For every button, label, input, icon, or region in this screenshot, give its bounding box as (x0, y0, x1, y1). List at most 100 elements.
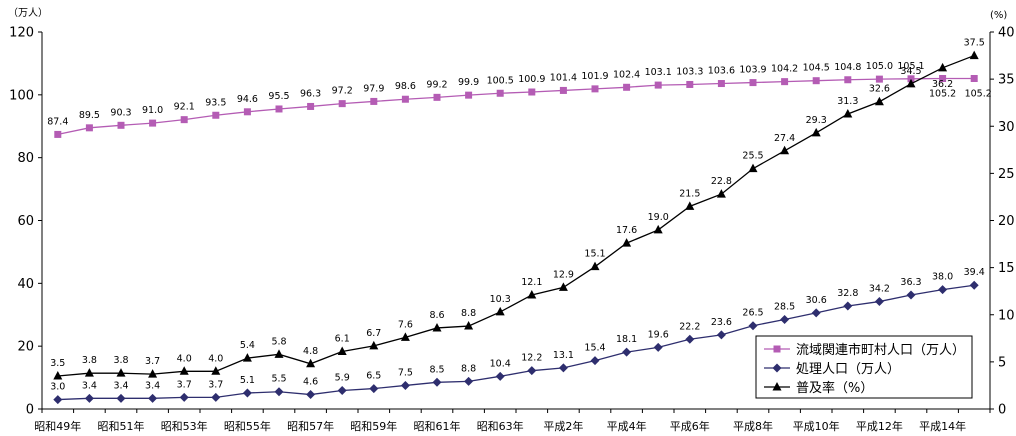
series-3-data-label: 37.5 (964, 38, 985, 49)
x-tick-label: 昭和55年 (224, 419, 271, 433)
series-3-point (148, 369, 158, 378)
data-labels: 87.4 89.5 90.3 91.0 92.1 93.5 94.6 95.5 96.3 97.2… (47, 38, 992, 393)
right-tick-label: 25 (998, 167, 1015, 182)
series-1-data-label: 97.9 (363, 83, 384, 94)
series-2-data-label: 3.7 (208, 379, 223, 390)
right-tick-label: 20 (998, 214, 1015, 229)
series-1-point (401, 95, 409, 103)
x-tick-label: 昭和57年 (287, 419, 334, 433)
series-3-point (622, 238, 632, 247)
series-1-point (907, 75, 915, 83)
series-3-point (558, 282, 568, 291)
series-3-data-label: 4.0 (177, 353, 192, 364)
series-1-point (844, 76, 852, 84)
series-2-point (337, 385, 347, 395)
series-3-data-label: 17.6 (616, 225, 637, 236)
series-1-data-label: 87.4 (47, 116, 68, 127)
x-tick-label: 昭和51年 (98, 419, 145, 433)
x-tick-label: 平成12年 (856, 419, 903, 433)
series-2-data-label: 19.6 (648, 329, 669, 340)
series-3-data-label: 6.7 (366, 328, 381, 339)
series-2-data-label: 3.4 (113, 380, 128, 391)
series-3-point (843, 108, 853, 118)
x-tick-label: 平成14年 (919, 419, 966, 433)
series-2-point (179, 392, 189, 402)
series-2-point (527, 366, 537, 376)
series-2-data-label: 13.1 (553, 350, 574, 361)
series-3-point (53, 371, 63, 380)
left-tick-label: 80 (17, 151, 34, 166)
series-2-point (211, 392, 221, 402)
series-2-data-label: 30.6 (806, 295, 827, 306)
series-1-data-label: 99.9 (458, 77, 479, 88)
series-2-data-label: 3.7 (177, 379, 192, 390)
series-3-data-label: 4.0 (208, 353, 223, 364)
series-3-point (590, 261, 600, 271)
series-1-point (180, 116, 188, 124)
series-1-data-label: 104.8 (834, 62, 861, 73)
series-1-data-label: 100.5 (487, 75, 514, 86)
series-3-data-label: 19.0 (648, 212, 669, 223)
series-3-data-label: 4.8 (303, 346, 318, 357)
series-2-point (400, 380, 410, 390)
series-2-point (306, 390, 316, 400)
series-3-data-label: 8.6 (429, 310, 444, 321)
series-1-data-label: 98.6 (395, 81, 416, 92)
x-tick-label: 平成4年 (607, 419, 647, 433)
x-tick-label: 平成2年 (543, 419, 583, 433)
series-3-point (969, 50, 979, 60)
series-1-data-label: 105.0 (866, 61, 893, 72)
series-3-data-label: 31.3 (837, 96, 858, 107)
series-1-data-label: 89.5 (79, 110, 100, 121)
series-1-point (496, 89, 504, 97)
series-1-point (970, 74, 978, 82)
series-1-data-label: 104.5 (803, 63, 830, 74)
series-3-point (495, 306, 505, 316)
series-2-point (780, 314, 790, 324)
legend-marker-3 (772, 382, 782, 391)
left-tick-label: 20 (17, 340, 34, 355)
series-1-data-label: 105.1 (897, 61, 924, 72)
series-2-point (369, 384, 379, 394)
series-3-data-label: 22.8 (711, 176, 732, 187)
series-3-point (780, 145, 790, 155)
left-axis-unit: （万人） (8, 7, 48, 19)
series-3-point (432, 322, 442, 332)
series-1-data-label: 94.6 (237, 94, 258, 105)
series-3-point (906, 78, 916, 88)
series-1-data-label: 104.2 (771, 64, 798, 75)
series-3-data-label: 3.7 (145, 356, 160, 367)
left-tick-label: 40 (17, 277, 34, 292)
right-tick-label: 30 (998, 120, 1015, 135)
left-tick-label: 100 (9, 88, 34, 103)
right-tick-label: 15 (998, 261, 1015, 276)
series-3-data-label: 12.9 (553, 269, 574, 280)
series-2-data-label: 26.5 (742, 308, 763, 319)
series-2-data-label: 18.1 (616, 334, 637, 345)
series-3-point (938, 62, 948, 72)
series-3-data-label: 36.2 (932, 79, 953, 90)
series-1-data-label: 105.2 (929, 88, 956, 99)
series-1-point (812, 77, 820, 85)
series-2-data-label: 38.0 (932, 272, 953, 283)
x-axis-ticks: 昭和49年 昭和51年 昭和53年 昭和55年 昭和57年 昭和59年 昭和61年 昭和63年… (34, 409, 991, 433)
series-1-point (623, 83, 631, 91)
series-2-data-label: 5.1 (240, 375, 255, 386)
series-2-data-label: 12.2 (521, 353, 542, 364)
x-tick-label: 平成8年 (733, 419, 773, 433)
left-tick-label: 60 (17, 214, 34, 229)
series-3-data-label: 25.5 (742, 151, 763, 162)
series-1-point (749, 79, 757, 87)
series-1-point (781, 78, 789, 86)
series-1-data-label: 97.2 (332, 86, 353, 97)
series-3-point (874, 96, 884, 106)
series-3-point (748, 163, 758, 173)
series-1-point (85, 124, 93, 132)
series-1-point (686, 80, 694, 88)
series-2-point (495, 371, 505, 381)
series-3-point (685, 201, 695, 210)
series-1-data-label: 92.1 (174, 102, 195, 113)
series-1-point (591, 85, 599, 93)
series-3-point (400, 332, 410, 341)
series-2-point (53, 395, 63, 405)
